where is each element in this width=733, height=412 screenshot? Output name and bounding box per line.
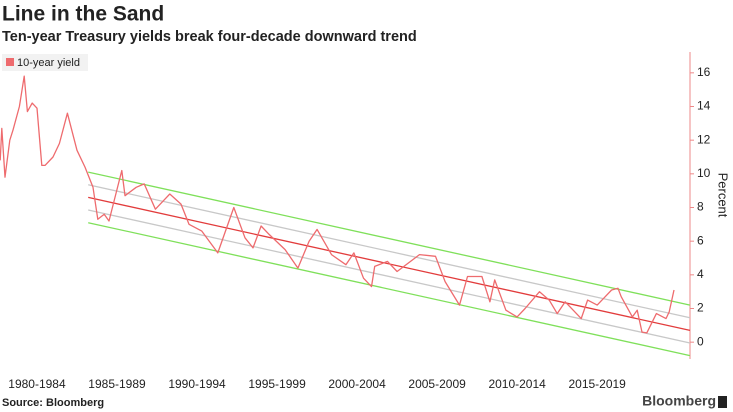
brand: Bloomberg xyxy=(642,393,716,409)
y-tick-label: 10 xyxy=(697,166,711,180)
legend-swatch xyxy=(6,58,14,66)
legend-label: 10-year yield xyxy=(17,57,80,69)
x-tick-label: 1980-1984 xyxy=(8,377,66,391)
y-tick-label: 4 xyxy=(697,267,704,281)
channel-line xyxy=(88,171,691,306)
x-tick-label: 2000-2004 xyxy=(328,377,386,391)
y-axis-label: Percent xyxy=(716,173,731,218)
y-tick-label: 12 xyxy=(697,132,711,146)
channel-line xyxy=(88,184,691,319)
brand-icon xyxy=(718,396,727,408)
x-tick-label: 1995-1999 xyxy=(248,377,306,391)
y-tick-label: 0 xyxy=(697,334,704,348)
chart-subtitle: Ten-year Treasury yields break four-deca… xyxy=(2,29,417,45)
legend: 10-year yield xyxy=(2,54,88,71)
y-tick-label: 2 xyxy=(697,301,704,315)
x-tick-label: 2005-2009 xyxy=(408,377,466,391)
y-tick-label: 8 xyxy=(697,200,704,214)
x-tick-label: 2015-2019 xyxy=(568,377,626,391)
y-tick-label: 14 xyxy=(697,99,711,113)
channel-line xyxy=(88,222,691,357)
x-tick-label: 2010-2014 xyxy=(488,377,546,391)
series-line xyxy=(0,75,675,334)
y-tick-label: 6 xyxy=(697,233,704,247)
chart-title: Line in the Sand xyxy=(2,3,164,26)
x-tick-label: 1985-1989 xyxy=(88,377,146,391)
channel-line xyxy=(88,209,691,344)
x-tick-label: 1990-1994 xyxy=(168,377,226,391)
source: Source: Bloomberg xyxy=(2,397,104,409)
legend-box xyxy=(2,54,88,71)
y-tick-label: 16 xyxy=(697,65,711,79)
